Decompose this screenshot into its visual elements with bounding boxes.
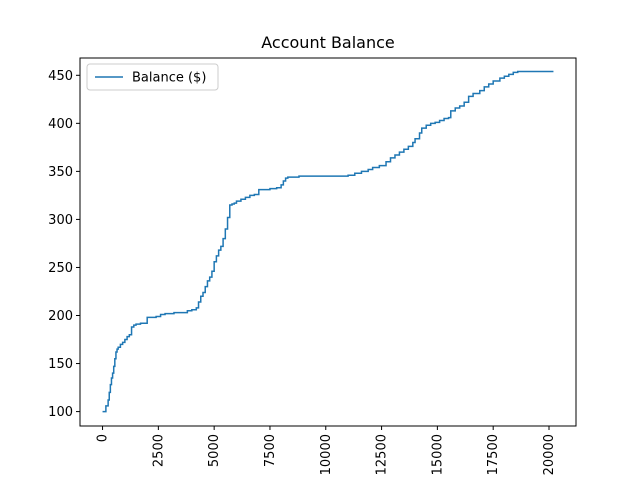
legend: Balance ($) — [86, 63, 219, 91]
series-line-0 — [102, 70, 554, 413]
x-tick-label: 15000 — [430, 434, 445, 475]
x-tick-label: 2500 — [151, 434, 166, 467]
axes-frame — [79, 57, 577, 427]
legend-box — [86, 63, 219, 91]
legend-label: Balance ($) — [132, 71, 206, 86]
x-tick-label: 17500 — [486, 434, 501, 475]
x-tick-label: 7500 — [263, 434, 278, 467]
chart-title: Account Balance — [261, 33, 395, 52]
y-tick-label: 250 — [48, 261, 73, 276]
y-tick-label: 350 — [48, 165, 73, 180]
y-tick-label: 150 — [48, 357, 73, 372]
y-tick-label: 300 — [48, 213, 73, 228]
y-tick-label: 450 — [48, 69, 73, 84]
plot-area — [102, 70, 554, 413]
y-tick-label: 100 — [48, 405, 73, 420]
y-tick-label: 400 — [48, 117, 73, 132]
y-axis: 100 150 200 250 300 350 400 450 — [48, 69, 80, 420]
x-tick-label: 12500 — [375, 434, 390, 475]
x-tick-label: 0 — [96, 434, 111, 442]
x-tick-label: 10000 — [319, 434, 334, 475]
x-axis: 0 2500 5000 7500 10000 12500 15000 17500 20000 — [96, 426, 557, 475]
x-tick-label: 20000 — [542, 434, 557, 475]
x-tick-label: 5000 — [207, 434, 222, 467]
y-tick-label: 200 — [48, 309, 73, 324]
